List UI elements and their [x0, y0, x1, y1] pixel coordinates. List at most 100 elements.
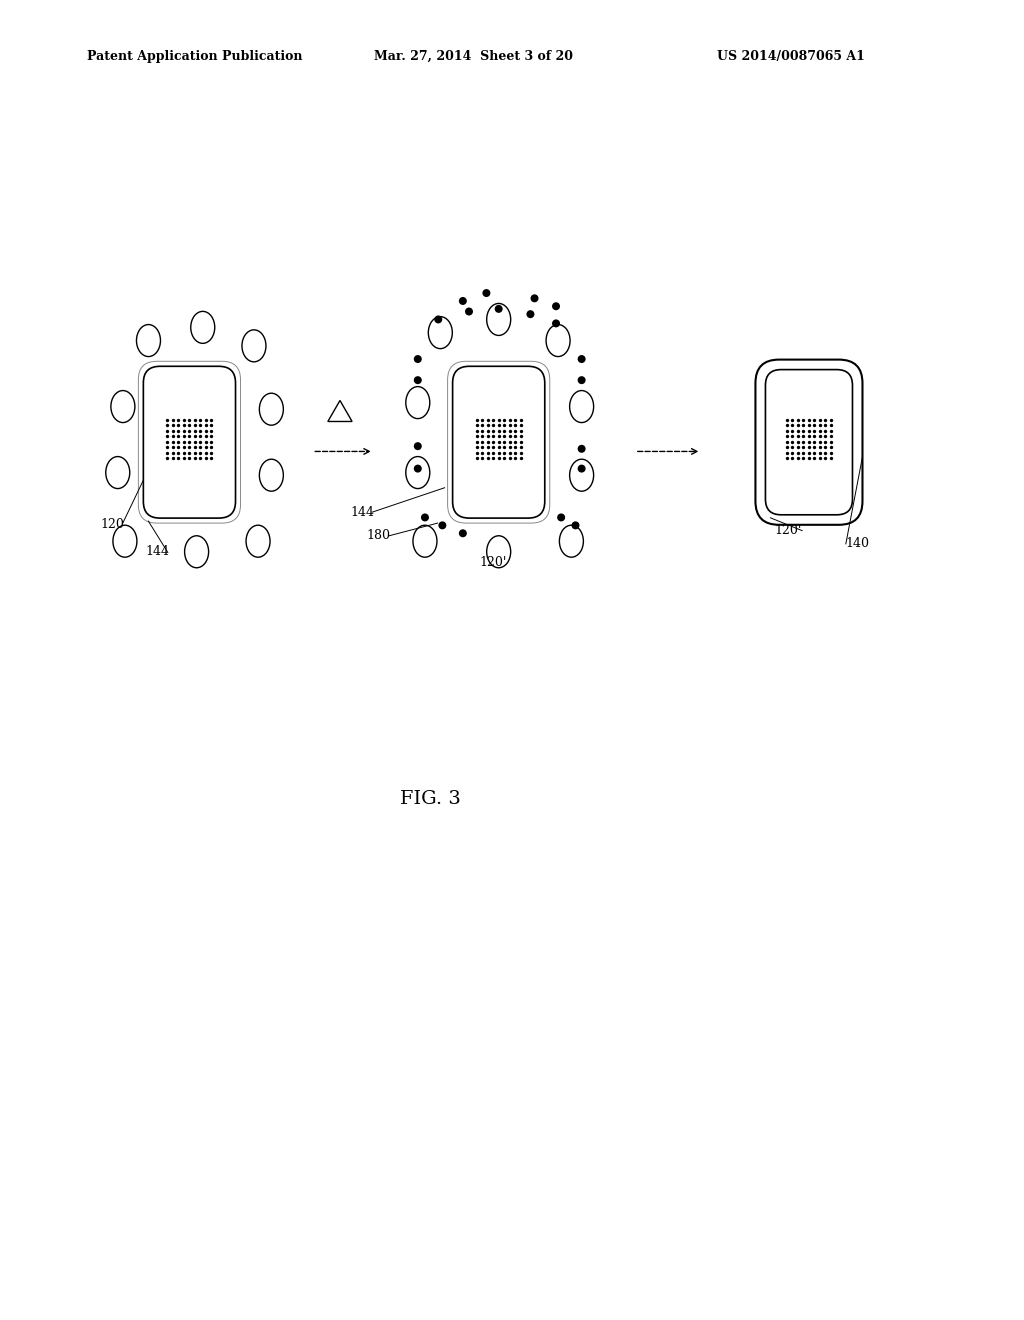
Point — [170, 420, 186, 441]
Point — [779, 442, 796, 463]
Point — [170, 409, 186, 430]
Point — [796, 420, 812, 441]
Point — [170, 426, 186, 447]
Point — [806, 442, 822, 463]
Point — [490, 447, 507, 469]
Point — [165, 447, 181, 469]
Point — [485, 437, 502, 458]
Point — [496, 426, 512, 447]
Point — [160, 442, 176, 463]
Point — [806, 437, 822, 458]
Point — [507, 437, 523, 458]
Point — [170, 437, 186, 458]
Point — [784, 442, 801, 463]
Point — [801, 426, 817, 447]
Point — [512, 432, 528, 453]
Circle shape — [495, 305, 503, 313]
Point — [474, 420, 490, 441]
Point — [490, 426, 507, 447]
Point — [822, 447, 839, 469]
Point — [193, 409, 209, 430]
Point — [176, 414, 193, 436]
Point — [779, 437, 796, 458]
Point — [165, 420, 181, 441]
Point — [822, 437, 839, 458]
Point — [796, 432, 812, 453]
Text: FIG. 3: FIG. 3 — [399, 789, 461, 808]
Point — [485, 414, 502, 436]
Point — [485, 409, 502, 430]
Point — [198, 420, 214, 441]
Point — [490, 420, 507, 441]
Point — [469, 432, 485, 453]
Point — [796, 437, 812, 458]
Point — [812, 420, 828, 441]
Circle shape — [571, 521, 580, 529]
Point — [176, 437, 193, 458]
FancyBboxPatch shape — [138, 362, 241, 523]
Point — [779, 426, 796, 447]
Point — [165, 409, 181, 430]
Point — [502, 420, 518, 441]
Point — [812, 432, 828, 453]
Text: 140: 140 — [846, 537, 869, 550]
Point — [779, 447, 796, 469]
Point — [806, 409, 822, 430]
Point — [198, 414, 214, 436]
Point — [170, 414, 186, 436]
Point — [490, 442, 507, 463]
Point — [193, 432, 209, 453]
Point — [502, 414, 518, 436]
Point — [193, 447, 209, 469]
Point — [181, 447, 198, 469]
Point — [779, 432, 796, 453]
Circle shape — [530, 294, 539, 302]
Point — [512, 437, 528, 458]
Point — [502, 432, 518, 453]
Point — [198, 442, 214, 463]
Text: 120': 120' — [774, 524, 802, 537]
Circle shape — [414, 376, 422, 384]
Point — [176, 420, 193, 441]
Text: 144: 144 — [145, 545, 169, 558]
Point — [203, 432, 219, 453]
Point — [512, 442, 528, 463]
Point — [203, 426, 219, 447]
Point — [784, 432, 801, 453]
FancyBboxPatch shape — [143, 366, 236, 517]
Point — [176, 426, 193, 447]
Point — [186, 437, 203, 458]
Text: Patent Application Publication: Patent Application Publication — [87, 50, 302, 63]
Point — [193, 426, 209, 447]
Point — [817, 437, 834, 458]
Point — [806, 414, 822, 436]
Point — [479, 426, 496, 447]
Point — [198, 409, 214, 430]
Point — [496, 447, 512, 469]
Circle shape — [414, 355, 422, 363]
Point — [186, 442, 203, 463]
Point — [806, 432, 822, 453]
Point — [469, 414, 485, 436]
Point — [181, 437, 198, 458]
Circle shape — [459, 529, 467, 537]
Point — [512, 420, 528, 441]
Point — [469, 420, 485, 441]
Point — [170, 432, 186, 453]
Point — [779, 414, 796, 436]
Text: 120: 120 — [100, 517, 124, 531]
Point — [176, 409, 193, 430]
Point — [203, 442, 219, 463]
Point — [796, 442, 812, 463]
Point — [181, 426, 198, 447]
Point — [176, 432, 193, 453]
Point — [193, 437, 209, 458]
Point — [507, 426, 523, 447]
Point — [193, 442, 209, 463]
Point — [817, 426, 834, 447]
Point — [790, 414, 806, 436]
Point — [796, 426, 812, 447]
Point — [474, 447, 490, 469]
Point — [512, 409, 528, 430]
Point — [160, 409, 176, 430]
